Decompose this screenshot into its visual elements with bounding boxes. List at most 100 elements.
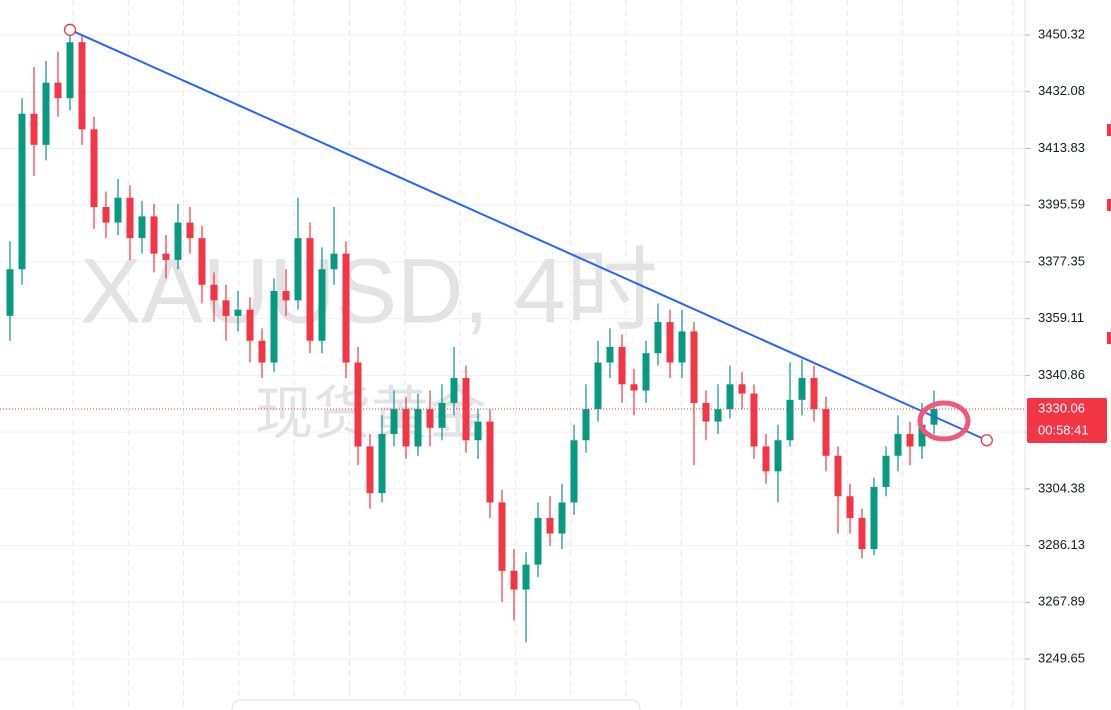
candle-body xyxy=(294,238,302,301)
candle-body xyxy=(402,409,410,447)
candle-body xyxy=(78,42,86,130)
candle-body xyxy=(174,222,182,260)
candle-body xyxy=(366,446,374,494)
candle-body xyxy=(834,455,842,497)
candle-body xyxy=(810,378,818,410)
candle-body xyxy=(258,340,266,363)
candle-body xyxy=(342,253,350,363)
candle-body xyxy=(678,331,686,363)
candle-body xyxy=(858,517,866,550)
y-tick-label: 3413.83 xyxy=(1038,140,1085,155)
y-tick-label: 3286.13 xyxy=(1038,537,1085,552)
y-tick-label: 3304.38 xyxy=(1038,480,1085,495)
candle-body xyxy=(642,353,650,391)
candle-body xyxy=(318,269,326,341)
candle-body xyxy=(906,434,914,447)
candle-body xyxy=(438,402,446,428)
y-tick-label: 3450.32 xyxy=(1038,26,1085,41)
y-tick-label: 3267.89 xyxy=(1038,594,1085,609)
candle-body xyxy=(210,284,218,301)
candle-body xyxy=(186,222,194,239)
candle-body xyxy=(162,253,170,260)
candle-body xyxy=(690,331,698,403)
axis-marker xyxy=(1107,124,1111,136)
candle-body xyxy=(618,346,626,385)
candle-body xyxy=(822,409,830,456)
trendline-anchor xyxy=(980,434,993,447)
candle-body xyxy=(18,113,26,270)
grid xyxy=(0,0,1025,710)
trendline-anchor xyxy=(63,23,77,36)
last-price-label: 3330.06 xyxy=(1038,400,1085,415)
axis-marker xyxy=(1107,199,1111,211)
price-axis-labels: 3249.653267.893286.133304.383322.623340.… xyxy=(1025,26,1111,665)
candle-body xyxy=(894,434,902,456)
toolbar xyxy=(231,699,641,710)
candle-body xyxy=(798,378,806,400)
trendline xyxy=(69,28,988,442)
price-axis xyxy=(1025,0,1111,710)
candle-body xyxy=(762,446,770,472)
candle-body xyxy=(126,197,134,239)
candle-body xyxy=(66,42,74,99)
candle-body xyxy=(702,402,710,422)
candle-body xyxy=(522,564,530,590)
candle-body xyxy=(630,384,638,391)
candle-body xyxy=(534,517,542,565)
candle-body xyxy=(750,393,758,447)
countdown-label: 00:58:41 xyxy=(1038,422,1089,437)
candle-body xyxy=(510,570,518,590)
candle-body xyxy=(198,238,206,285)
y-tick-label: 3249.65 xyxy=(1038,650,1085,665)
candle-body xyxy=(138,216,146,239)
candle-body xyxy=(666,322,674,363)
y-tick-label: 3340.86 xyxy=(1038,367,1085,382)
candle-body xyxy=(150,216,158,254)
candle-body xyxy=(222,300,230,316)
candle-body xyxy=(90,129,98,208)
candle-body xyxy=(726,384,734,410)
candle-body xyxy=(450,378,458,403)
candle-body xyxy=(546,517,554,534)
candle-body xyxy=(594,362,602,410)
watermark-subtitle: 现货黄金 xyxy=(255,381,487,446)
y-tick-label: 3377.35 xyxy=(1038,253,1085,268)
y-tick-label: 3359.11 xyxy=(1038,310,1084,325)
highlight-circle xyxy=(917,400,971,442)
candle-body xyxy=(918,424,926,447)
candle-body xyxy=(570,440,578,503)
candle-body xyxy=(234,309,242,316)
candle-body xyxy=(354,362,362,447)
candle-body xyxy=(390,409,398,435)
candle-body xyxy=(270,290,278,363)
candle-body xyxy=(558,502,566,534)
candle-body xyxy=(306,238,314,341)
candle-body xyxy=(378,434,386,494)
candle-body xyxy=(474,421,482,441)
candle-body xyxy=(774,440,782,472)
candle-body xyxy=(498,502,506,571)
candle-body xyxy=(30,113,38,145)
y-tick-label: 3395.59 xyxy=(1038,197,1085,212)
candle-body xyxy=(486,421,494,503)
candle-body xyxy=(330,253,338,270)
candle-body xyxy=(582,409,590,441)
candle-body xyxy=(426,409,434,428)
candle-body xyxy=(246,309,254,341)
candle-body xyxy=(606,346,614,363)
candle-body xyxy=(102,207,110,223)
candle-body xyxy=(786,399,794,441)
y-tick-label: 3432.08 xyxy=(1038,83,1085,98)
candle-body xyxy=(282,290,290,301)
candle-body xyxy=(414,409,422,447)
axis-marker xyxy=(1107,332,1111,344)
candle-body xyxy=(714,409,722,422)
candle-body xyxy=(54,82,62,99)
plot xyxy=(0,23,1025,643)
candle-body xyxy=(654,322,662,354)
candle-body xyxy=(882,455,890,487)
candle-body xyxy=(738,384,746,394)
candle-body xyxy=(42,82,50,145)
